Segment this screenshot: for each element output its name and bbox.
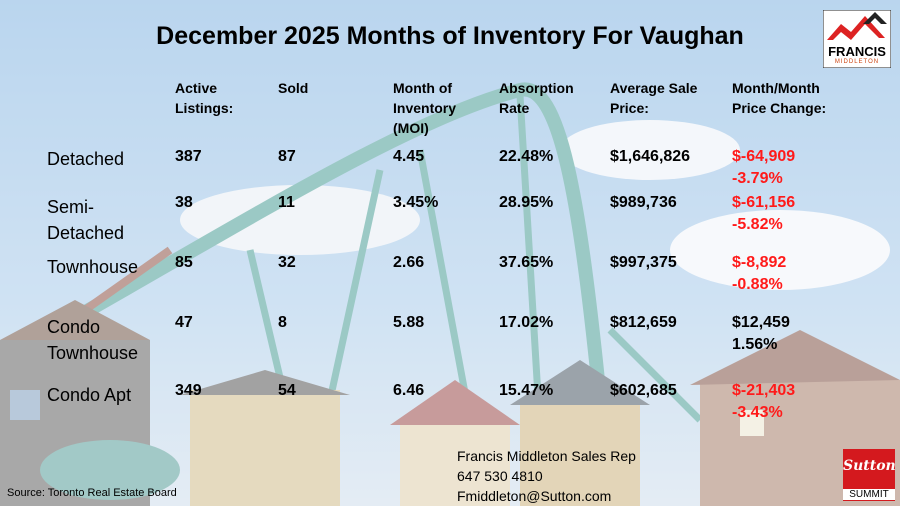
logo-name: FRANCIS	[828, 44, 886, 59]
row-label-condo-townhouse: Condo Townhouse	[47, 317, 139, 363]
cell-price-change: $-21,403 -3.43%	[732, 382, 796, 421]
cell-sold: 54	[278, 382, 296, 399]
cell-price-change: $-61,156 -5.82%	[732, 194, 796, 233]
header-average-sale-price: Average Sale Price:	[610, 80, 698, 116]
cell-active: 47	[175, 314, 193, 331]
page-title: December 2025 Months of Inventory For Va…	[156, 22, 744, 50]
row-label-townhouse: Townhouse	[47, 257, 139, 277]
cell-sold: 11	[278, 194, 295, 211]
row-label-semi-detached: Semi- Detached	[47, 197, 125, 243]
cell-avg-price: $1,646,826	[610, 148, 691, 165]
cell-active: 38	[175, 194, 193, 211]
sutton-summit-label: SUMMIT	[843, 489, 895, 500]
row-label-condo-apt: Condo Apt	[47, 385, 132, 405]
cell-avg-price: $997,375	[610, 254, 677, 271]
cell-absorption: 22.48%	[499, 148, 554, 165]
cell-moi: 5.88	[393, 314, 425, 331]
cell-sold: 8	[278, 314, 287, 331]
cell-active: 85	[175, 254, 193, 271]
cell-absorption: 17.02%	[499, 314, 554, 331]
contact-email[interactable]: Fmiddleton@Sutton.com	[457, 488, 612, 504]
logo-subtitle: MIDDLETON	[834, 59, 880, 65]
cell-active: 387	[175, 148, 202, 165]
cell-absorption: 37.65%	[499, 254, 554, 271]
cell-sold: 87	[278, 148, 296, 165]
cell-moi: 3.45%	[393, 194, 439, 211]
header-active-listings: Active Listings:	[175, 80, 234, 116]
cell-absorption: 15.47%	[499, 382, 554, 399]
cell-avg-price: $989,736	[610, 194, 677, 211]
sutton-logo-word: Sutton	[843, 458, 896, 474]
header-price-change: Month/Month Price Change:	[732, 80, 827, 116]
header-moi: Month of Inventory (MOI)	[393, 80, 457, 136]
header-absorption-rate: Absorption Rate	[499, 80, 574, 116]
header-sold: Sold	[278, 80, 309, 96]
cell-sold: 32	[278, 254, 296, 271]
francis-middleton-logo	[823, 10, 891, 68]
cell-price-change: $-64,909 -3.79%	[732, 148, 796, 187]
cell-active: 349	[175, 382, 202, 399]
cell-price-change: $12,459 1.56%	[732, 314, 790, 353]
cell-avg-price: $602,685	[610, 382, 677, 399]
cell-avg-price: $812,659	[610, 314, 677, 331]
cell-price-change: $-8,892 -0.88%	[732, 254, 787, 293]
cell-moi: 2.66	[393, 254, 425, 271]
cell-moi: 4.45	[393, 148, 425, 165]
cell-absorption: 28.95%	[499, 194, 554, 211]
cell-moi: 6.46	[393, 382, 425, 399]
row-label-detached: Detached	[47, 149, 125, 169]
contact-name: Francis Middleton Sales Rep	[457, 448, 636, 464]
contact-phone: 647 530 4810	[457, 468, 543, 484]
source-note: Source: Toronto Real Estate Board	[7, 487, 177, 499]
